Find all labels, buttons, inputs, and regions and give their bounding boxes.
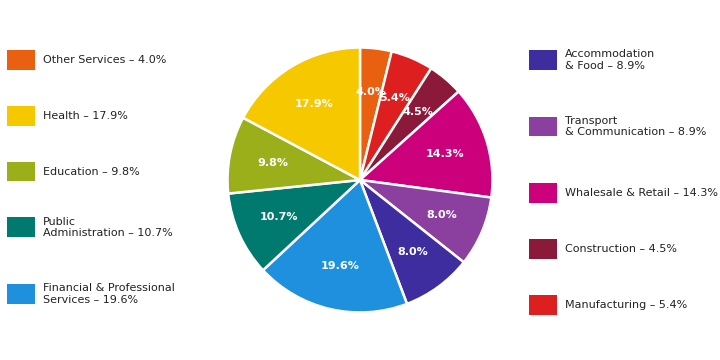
- Text: Education – 9.8%: Education – 9.8%: [43, 167, 140, 176]
- Text: Accommodation
& Food – 8.9%: Accommodation & Food – 8.9%: [565, 49, 655, 71]
- Text: Construction – 4.5%: Construction – 4.5%: [565, 244, 678, 254]
- Text: 14.3%: 14.3%: [426, 149, 464, 159]
- Wedge shape: [360, 180, 464, 304]
- Text: Health – 17.9%: Health – 17.9%: [43, 111, 128, 121]
- Text: 5.4%: 5.4%: [379, 93, 410, 103]
- Wedge shape: [263, 180, 407, 312]
- Text: 19.6%: 19.6%: [320, 261, 359, 271]
- Text: Other Services – 4.0%: Other Services – 4.0%: [43, 55, 166, 65]
- Wedge shape: [360, 91, 492, 198]
- Text: Manufacturing – 5.4%: Manufacturing – 5.4%: [565, 300, 688, 310]
- Text: Public
Administration – 10.7%: Public Administration – 10.7%: [43, 217, 173, 238]
- Wedge shape: [228, 180, 360, 270]
- Text: 8.0%: 8.0%: [397, 247, 428, 257]
- Wedge shape: [360, 51, 431, 180]
- Text: Whalesale & Retail – 14.3%: Whalesale & Retail – 14.3%: [565, 188, 719, 198]
- Wedge shape: [228, 118, 360, 194]
- Text: 4.0%: 4.0%: [355, 87, 386, 97]
- Text: 10.7%: 10.7%: [260, 212, 298, 222]
- Wedge shape: [360, 68, 459, 180]
- Wedge shape: [360, 48, 392, 180]
- Text: 8.0%: 8.0%: [426, 210, 457, 220]
- Text: 9.8%: 9.8%: [257, 158, 289, 168]
- Text: 4.5%: 4.5%: [402, 107, 433, 117]
- Wedge shape: [243, 48, 360, 180]
- Text: 17.9%: 17.9%: [295, 99, 333, 109]
- Text: Transport
& Communication – 8.9%: Transport & Communication – 8.9%: [565, 116, 706, 137]
- Wedge shape: [360, 180, 491, 262]
- Text: Financial & Professional
Services – 19.6%: Financial & Professional Services – 19.6…: [43, 283, 175, 305]
